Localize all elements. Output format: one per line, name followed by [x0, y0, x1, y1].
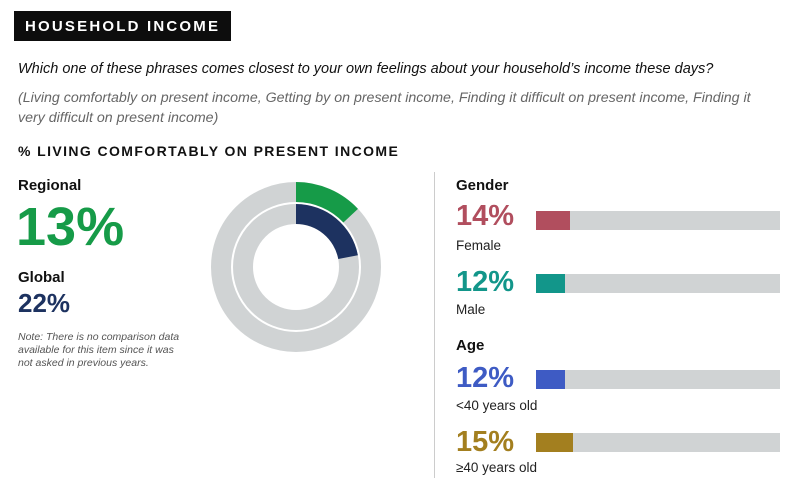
over-40-label: ≥40 years old [456, 460, 537, 475]
under-40-value: 12% [456, 362, 515, 394]
vertical-divider [434, 172, 435, 478]
female-value: 14% [456, 200, 515, 232]
global-value: 22% [18, 288, 71, 318]
female-bar-track [536, 211, 780, 230]
age-title: Age [456, 337, 485, 354]
survey-question: Which one of these phrases comes closest… [18, 61, 714, 77]
regional-ring-segment [296, 182, 358, 223]
chart-section-title: % LIVING COMFORTABLY ON PRESENT INCOME [18, 143, 400, 159]
global-ring-segment [296, 204, 358, 259]
gender-title: Gender [456, 177, 509, 194]
over-40-bar-fill [536, 433, 573, 452]
under-40-bar-track [536, 370, 780, 389]
over-40-value: 15% [456, 426, 515, 458]
female-label: Female [456, 238, 502, 253]
male-bar-fill [536, 274, 566, 293]
under-40-bar-fill [536, 370, 566, 389]
male-label: Male [456, 302, 486, 317]
over-40-bar-track [536, 433, 780, 452]
section-header: HOUSEHOLD INCOME [14, 11, 232, 41]
under-40-label: <40 years old [456, 398, 538, 413]
global-label: Global [18, 269, 65, 286]
comparison-note: Note: There is no comparison data availa… [18, 331, 180, 369]
male-bar-track [536, 274, 780, 293]
male-value: 12% [456, 266, 515, 298]
regional-label: Regional [18, 177, 82, 194]
regional-value: 13% [16, 197, 125, 257]
female-bar-fill [536, 211, 571, 230]
nested-donut-chart [211, 182, 381, 352]
answer-options: (Living comfortably on present income, G… [18, 90, 751, 126]
